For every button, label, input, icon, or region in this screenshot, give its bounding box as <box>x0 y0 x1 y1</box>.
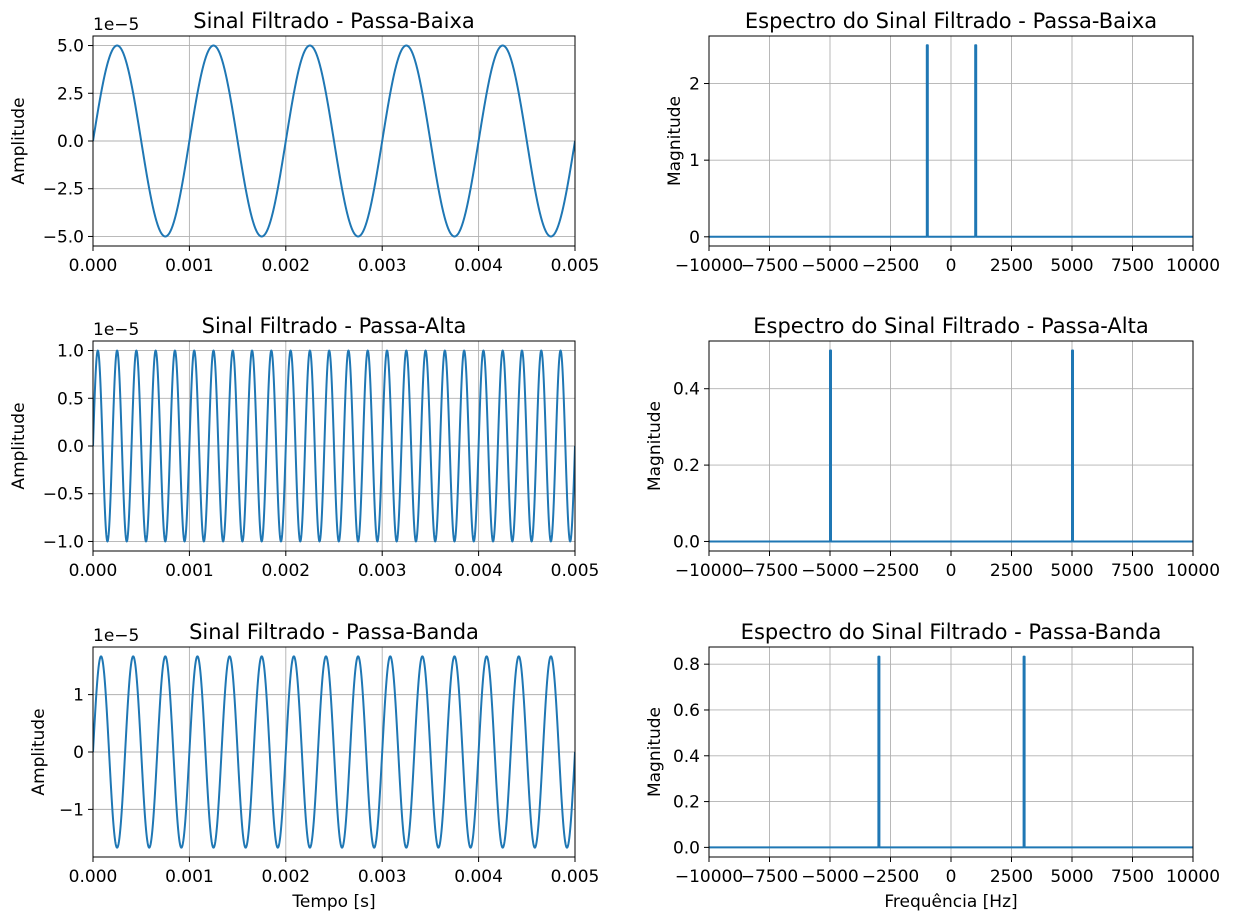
x-tick-label: 0 <box>946 256 957 276</box>
x-tick-label: −5000 <box>801 561 859 581</box>
y-tick-label: 0.2 <box>673 793 700 813</box>
x-tick-label: 0.000 <box>69 561 118 581</box>
y-tick-label: −1.0 <box>43 532 84 552</box>
y-axis-label: Magnitude <box>665 96 685 186</box>
x-tick-label: 7500 <box>1111 561 1154 581</box>
x-tick-label: 0.004 <box>454 561 503 581</box>
series-line <box>709 655 1193 849</box>
x-tick-label: −7500 <box>741 561 799 581</box>
y-tick-label: 1 <box>689 151 700 171</box>
x-tick-label: −5000 <box>801 867 859 887</box>
series-line <box>93 349 575 543</box>
y-tick-label: 0 <box>689 228 700 248</box>
x-tick-label: 10000 <box>1166 256 1220 276</box>
x-tick-label: 0.005 <box>551 561 600 581</box>
x-tick-label: 10000 <box>1166 867 1220 887</box>
x-tick-label: −2500 <box>862 867 920 887</box>
x-tick-label: 5000 <box>1050 256 1093 276</box>
x-tick-label: −2500 <box>862 561 920 581</box>
y-offset-label: 1e−5 <box>93 15 139 35</box>
x-tick-label: 5000 <box>1050 867 1093 887</box>
chart-title: Sinal Filtrado - Passa-Alta <box>202 314 467 338</box>
x-tick-label: −7500 <box>741 867 799 887</box>
y-tick-label: 1 <box>73 686 84 706</box>
subplot-3: 0.000 0.001 0.002 0.003 0.004 0.005 1.0 0.5 0.0 −… <box>9 314 599 581</box>
y-offset-label: 1e−5 <box>93 626 139 646</box>
chart-title: Espectro do Sinal Filtrado - Passa-Banda <box>741 620 1162 644</box>
y-axis-label: Amplitude <box>9 97 29 184</box>
x-tick-label: −2500 <box>862 256 920 276</box>
y-tick-label: 0.8 <box>673 655 700 675</box>
x-tick-label: 0.001 <box>165 256 214 276</box>
x-tick-label: 0 <box>946 867 957 887</box>
y-tick-label: 5.0 <box>57 37 84 57</box>
y-tick-label: 0.0 <box>673 838 700 858</box>
series-line <box>93 655 575 849</box>
x-tick-label: 0.001 <box>165 561 214 581</box>
y-tick-label: 0 <box>73 743 84 763</box>
y-tick-label: 0.5 <box>57 389 84 409</box>
x-tick-label: 0.003 <box>358 256 407 276</box>
y-tick-label: 0.0 <box>673 532 700 552</box>
y-tick-label: 0.0 <box>57 132 84 152</box>
x-tick-label: 0.002 <box>261 867 310 887</box>
chart-title: Sinal Filtrado - Passa-Banda <box>189 620 479 644</box>
y-axis-label: Amplitude <box>9 402 29 489</box>
x-tick-label: 0.003 <box>358 867 407 887</box>
x-tick-label: 0.000 <box>69 867 118 887</box>
y-tick-label: 1.0 <box>57 342 84 362</box>
x-tick-label: 2500 <box>990 256 1033 276</box>
x-tick-label: 7500 <box>1111 867 1154 887</box>
y-tick-label: 0.4 <box>673 380 700 400</box>
y-tick-label: −2.5 <box>43 180 84 200</box>
x-axis-label: Frequência [Hz] <box>884 892 1017 912</box>
y-axis-label: Amplitude <box>29 708 49 795</box>
x-tick-label: 0.001 <box>165 867 214 887</box>
y-tick-label: 0.4 <box>673 747 700 767</box>
y-tick-label: −5.0 <box>43 227 84 247</box>
x-tick-label: 0.000 <box>69 256 118 276</box>
x-tick-label: −10000 <box>675 561 743 581</box>
chart-title: Sinal Filtrado - Passa-Baixa <box>193 9 475 33</box>
x-tick-label: 0.002 <box>261 256 310 276</box>
series-line <box>93 44 575 238</box>
y-tick-label: −1 <box>59 800 84 820</box>
y-tick-label: 2 <box>689 75 700 95</box>
x-tick-label: 10000 <box>1166 561 1220 581</box>
x-tick-label: −10000 <box>675 256 743 276</box>
x-tick-label: 0.004 <box>454 867 503 887</box>
y-axis-label: Magnitude <box>645 401 665 491</box>
x-tick-label: 2500 <box>990 561 1033 581</box>
subplot-1: 0.000 0.001 0.002 0.003 0.004 0.005 5.0 2.5 0.0 −… <box>9 9 599 276</box>
y-tick-label: −0.5 <box>43 485 84 505</box>
x-tick-label: −5000 <box>801 256 859 276</box>
x-tick-label: 0.005 <box>551 867 600 887</box>
y-offset-label: 1e−5 <box>93 320 139 340</box>
x-tick-label: −7500 <box>741 256 799 276</box>
chart-title: Espectro do Sinal Filtrado - Passa-Alta <box>753 314 1148 338</box>
x-tick-label: 0.003 <box>358 561 407 581</box>
y-axis-label: Magnitude <box>645 707 665 797</box>
y-tick-label: 0.6 <box>673 701 700 721</box>
x-tick-label: 0.002 <box>261 561 310 581</box>
series-line <box>709 44 1193 238</box>
x-tick-label: 0.004 <box>454 256 503 276</box>
x-tick-label: 5000 <box>1050 561 1093 581</box>
subplot-4: −10000−7500 −5000 −2500 0 2500 5000 7500 10000 0… <box>645 314 1220 581</box>
subplot-2: −10000−7500 −5000 −2500 0 2500 5000 7500 10000 2… <box>665 9 1220 276</box>
x-tick-label: 2500 <box>990 867 1033 887</box>
x-tick-label: 7500 <box>1111 256 1154 276</box>
series-line <box>709 349 1193 543</box>
x-tick-label: 0.005 <box>551 256 600 276</box>
y-tick-label: 2.5 <box>57 84 84 104</box>
subplot-5: 0.000 0.001 0.002 0.003 0.004 0.005 1 0 −1 Sinal … <box>29 620 599 912</box>
y-tick-label: 0.0 <box>57 437 84 457</box>
x-tick-label: 0 <box>946 561 957 581</box>
x-tick-label: −10000 <box>675 867 743 887</box>
x-axis-label: Tempo [s] <box>291 892 375 912</box>
y-tick-label: 0.2 <box>673 456 700 476</box>
subplot-6: −10000−7500 −5000 −2500 0 2500 5000 7500 10000 0… <box>645 620 1220 912</box>
chart-title: Espectro do Sinal Filtrado - Passa-Baixa <box>745 9 1157 33</box>
